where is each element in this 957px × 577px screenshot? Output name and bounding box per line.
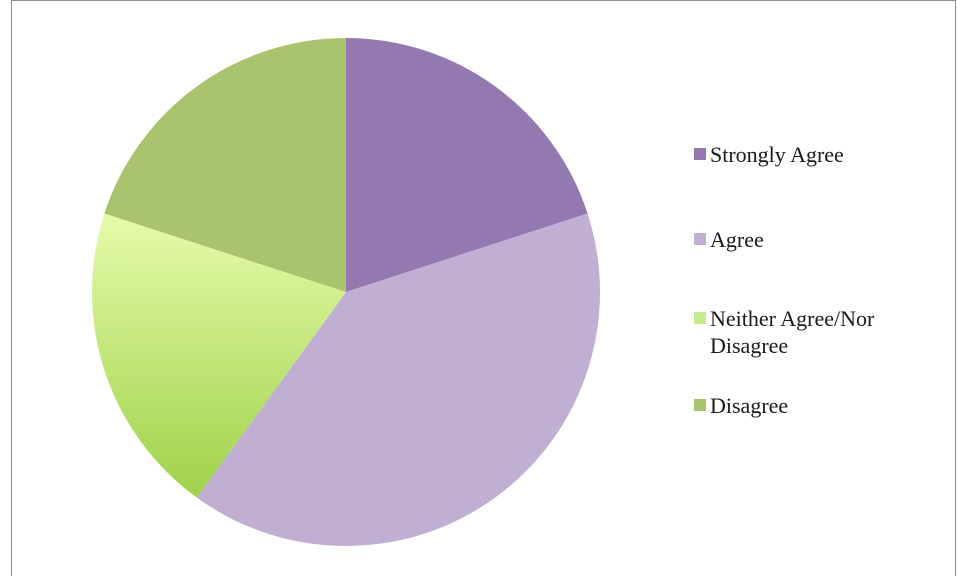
legend-swatch: [694, 233, 706, 245]
pie-slice-strongly-agree: [346, 38, 588, 292]
pie-slices: [91, 38, 600, 546]
pie-slice-disagree: [104, 38, 347, 292]
legend-swatch: [694, 399, 706, 411]
legend-label: Neither Agree/Nor Disagree: [710, 306, 875, 358]
pie-slice-neither-agree-nor-disagree: [91, 213, 346, 498]
legend-item-agree: Agree: [694, 226, 910, 253]
legend-item-disagree: Disagree: [694, 392, 910, 419]
legend-item-strongly-agree: Strongly Agree: [694, 141, 910, 168]
legend-label: Agree: [710, 227, 764, 252]
pie-slice-agree: [196, 213, 600, 546]
legend-swatch: [694, 148, 706, 160]
legend-label: Disagree: [710, 393, 789, 418]
legend-item-neither: Neither Agree/Nor Disagree: [694, 305, 910, 359]
legend-label: Strongly Agree: [710, 142, 844, 167]
legend-swatch: [694, 312, 706, 324]
